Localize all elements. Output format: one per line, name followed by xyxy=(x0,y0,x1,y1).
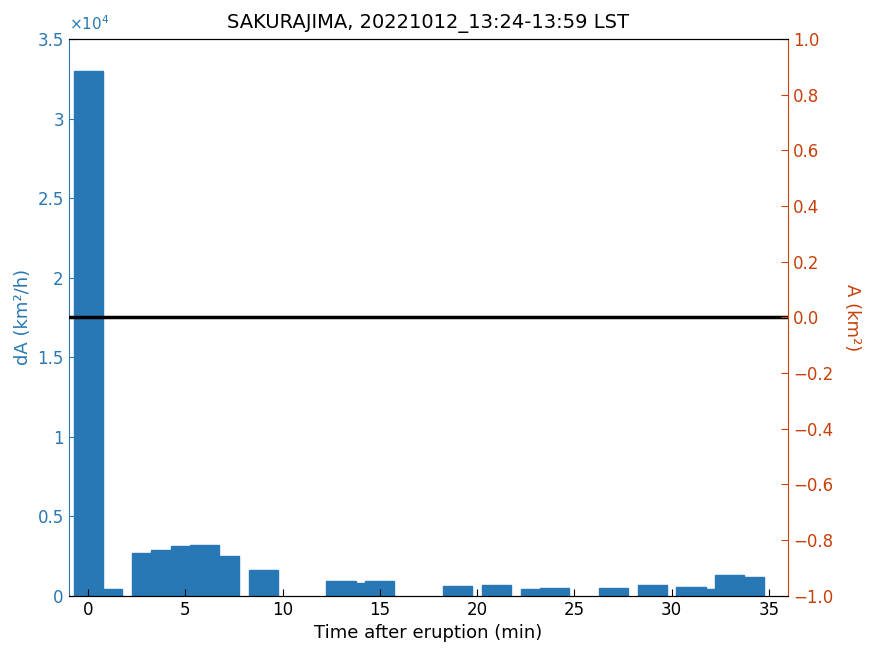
Bar xyxy=(151,550,180,596)
Bar xyxy=(521,588,550,596)
Bar xyxy=(248,570,277,596)
Bar xyxy=(171,546,200,596)
Bar xyxy=(735,577,764,596)
Bar xyxy=(482,584,511,596)
Bar xyxy=(326,581,355,596)
Title: SAKURAJIMA, 20221012_13:24-13:59 LST: SAKURAJIMA, 20221012_13:24-13:59 LST xyxy=(228,14,629,33)
Text: $\times 10^4$: $\times 10^4$ xyxy=(68,14,109,33)
Bar xyxy=(365,581,395,596)
Bar xyxy=(74,71,102,596)
Bar xyxy=(540,588,570,596)
Y-axis label: A (km²): A (km²) xyxy=(844,284,861,351)
X-axis label: Time after eruption (min): Time after eruption (min) xyxy=(314,624,542,642)
Bar xyxy=(190,544,220,596)
Bar xyxy=(676,587,705,596)
Bar xyxy=(715,575,745,596)
Bar xyxy=(638,584,667,596)
Bar xyxy=(443,586,472,596)
Bar xyxy=(696,589,725,596)
Bar xyxy=(93,589,123,596)
Y-axis label: dA (km²/h): dA (km²/h) xyxy=(14,269,31,365)
Bar xyxy=(346,583,375,596)
Bar xyxy=(132,553,161,596)
Bar xyxy=(598,588,627,596)
Bar xyxy=(210,556,239,596)
